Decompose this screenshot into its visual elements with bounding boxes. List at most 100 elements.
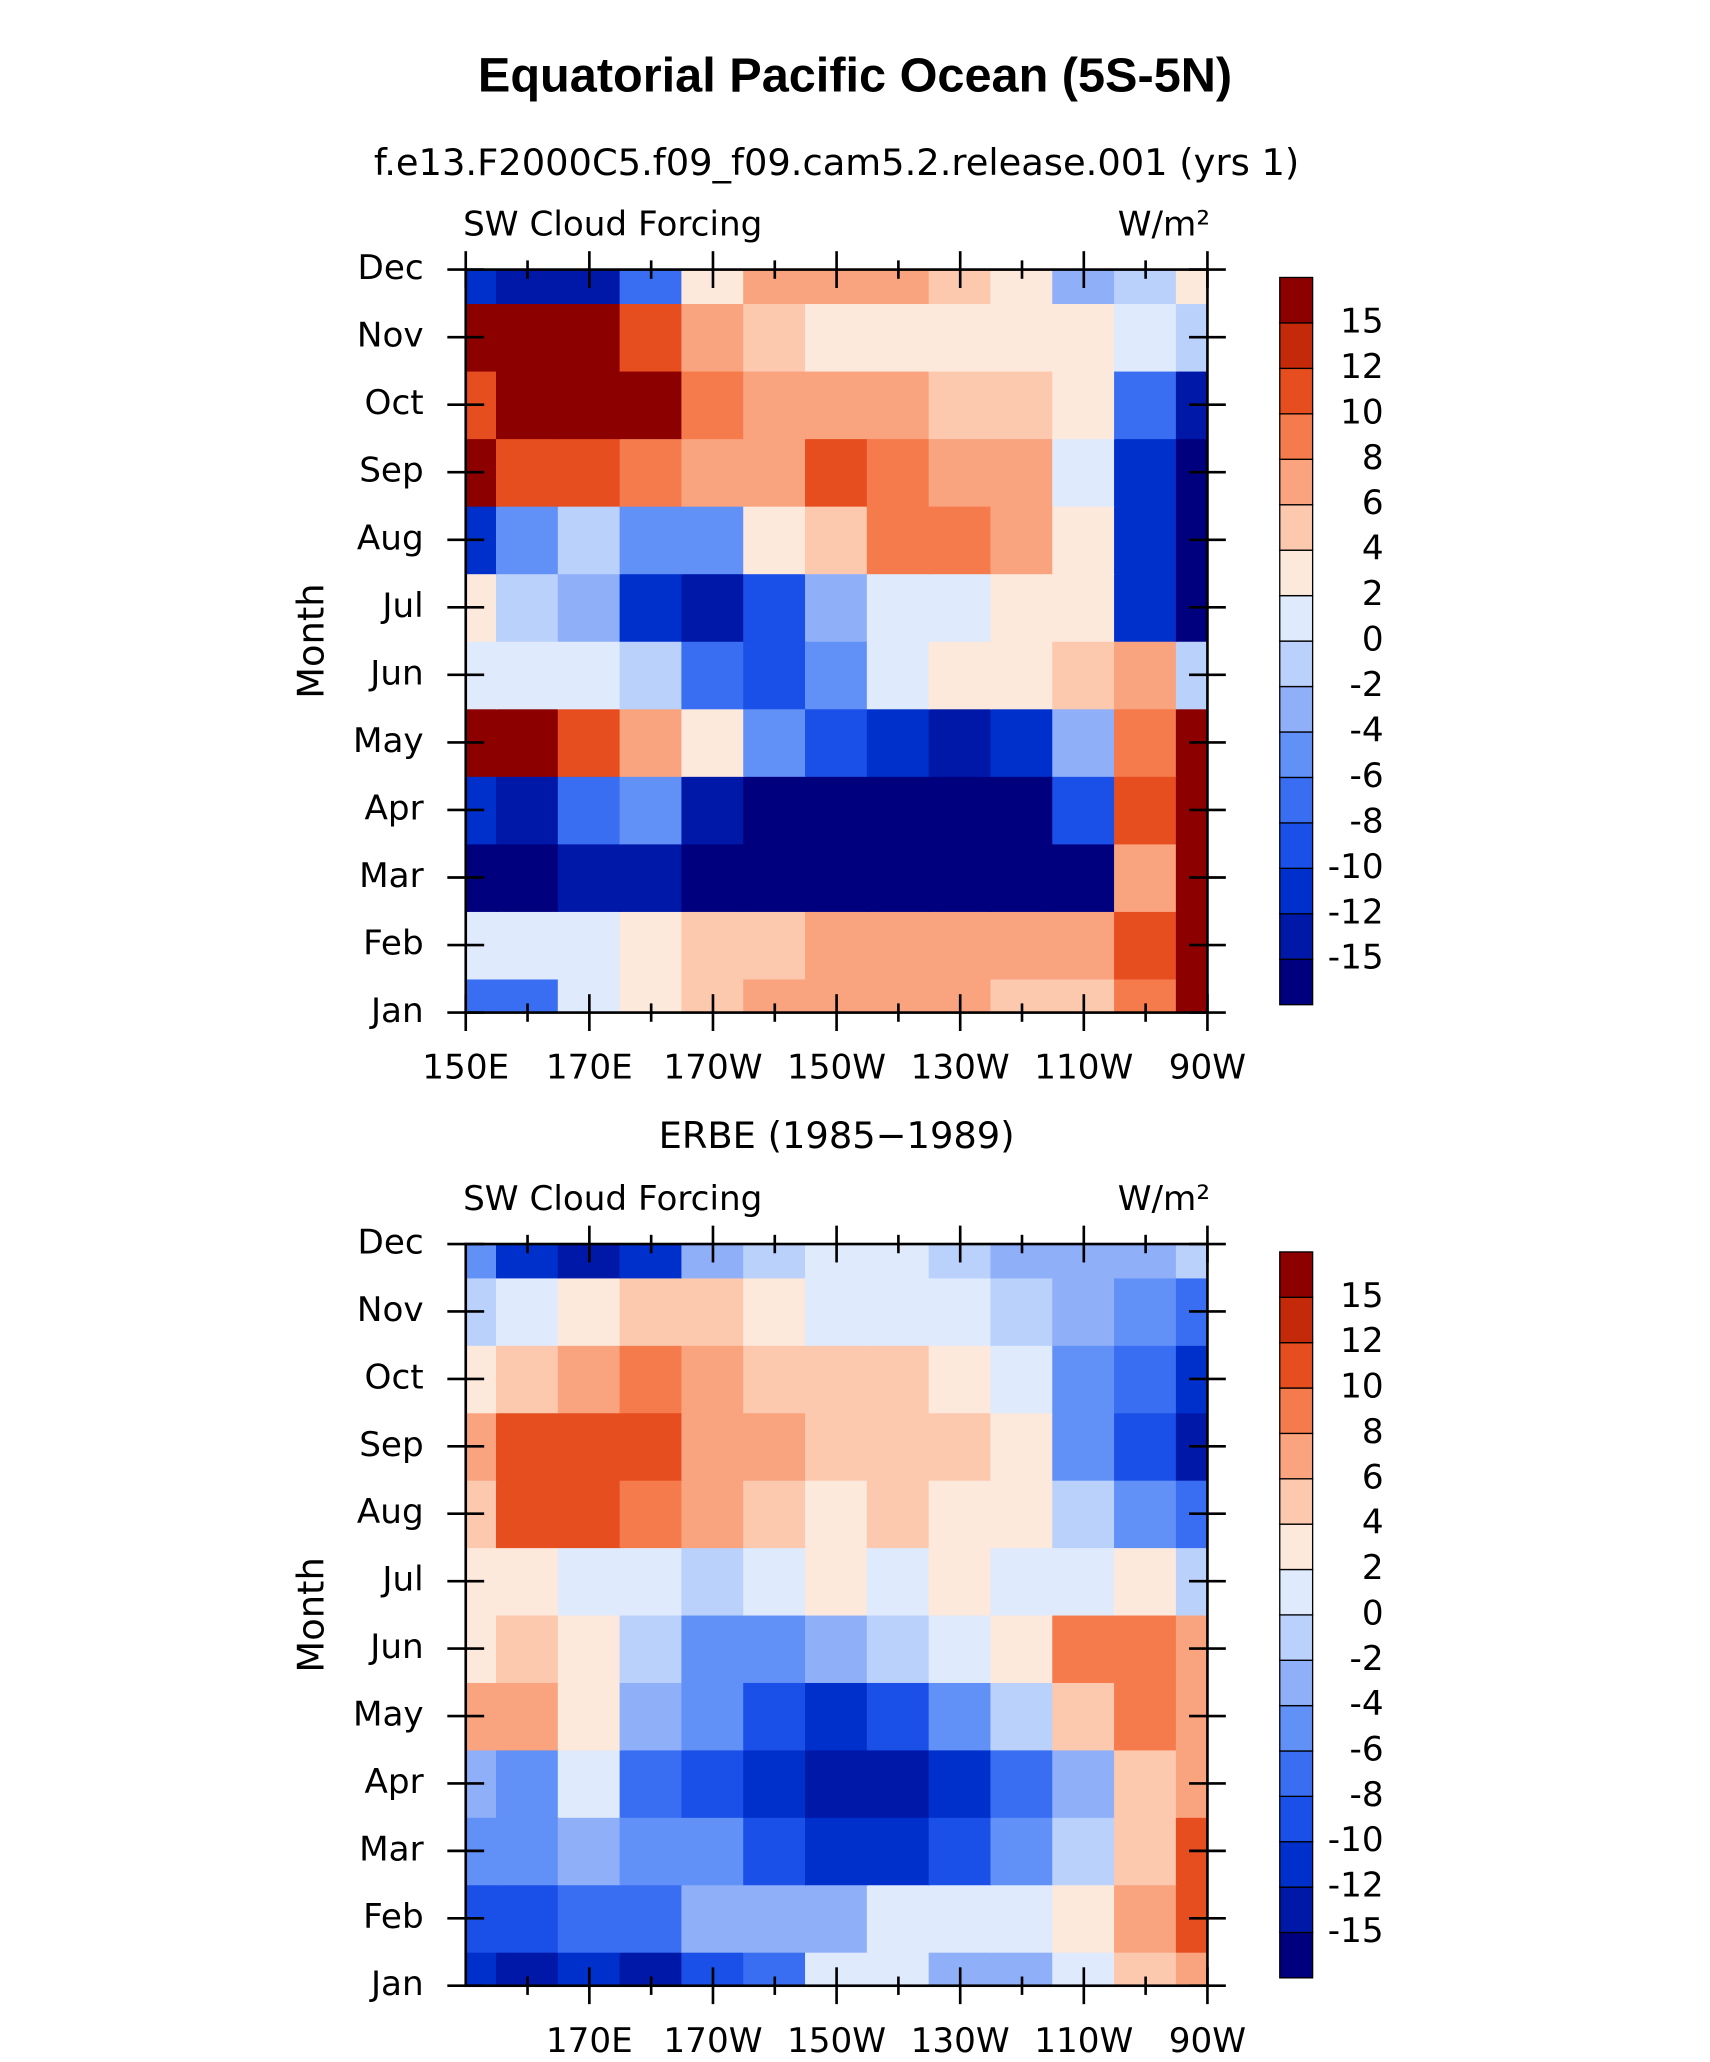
contour-cell xyxy=(990,572,1054,642)
contour-cell xyxy=(495,1749,560,1818)
contour-cell xyxy=(743,505,807,575)
contour-cell xyxy=(619,707,683,777)
contour-cell xyxy=(866,1681,930,1751)
colorbar-box xyxy=(1279,776,1314,824)
contour-cell xyxy=(495,505,560,575)
contour-cell xyxy=(619,1749,683,1818)
contour-cell xyxy=(805,1749,869,1818)
contour-cell xyxy=(866,1816,930,1886)
contour-cell xyxy=(619,572,683,642)
y-tick-label: Oct xyxy=(365,383,424,423)
contour-cell xyxy=(743,1411,807,1481)
contour-cell xyxy=(495,1816,560,1886)
colorbar-box xyxy=(1279,1931,1314,1979)
colorbar-label: -15 xyxy=(1328,938,1384,978)
contour-cell xyxy=(866,775,930,845)
contour-cell xyxy=(557,1479,621,1549)
contour-cell xyxy=(619,437,683,507)
contour-cell xyxy=(928,843,992,912)
contour-cell xyxy=(495,1546,560,1616)
contour-cell xyxy=(1052,1681,1116,1751)
contour-cell xyxy=(805,302,869,372)
contour-cell xyxy=(866,910,930,980)
contour-cell xyxy=(805,1546,869,1616)
contour-cell xyxy=(557,1749,621,1818)
subtitle: f.e13.F2000C5.f09_f09.cam5.2.release.001… xyxy=(374,141,1299,184)
x-tick-label: 170W xyxy=(663,1048,762,1088)
y-tick-label: Sep xyxy=(359,451,423,491)
contour-cell xyxy=(557,1411,621,1481)
contour-cell xyxy=(681,775,745,845)
contour-cell xyxy=(805,843,869,912)
colorbar-label: -10 xyxy=(1328,1820,1384,1860)
contour-cell xyxy=(1052,1479,1116,1549)
contour-cell xyxy=(990,707,1054,777)
contour-cell xyxy=(681,1411,745,1481)
y-tick-label: Nov xyxy=(357,1290,424,1330)
contour-cell xyxy=(1052,1883,1116,1953)
contour-cell xyxy=(743,843,807,912)
contour-cell xyxy=(681,370,745,440)
colorbar-box xyxy=(1279,1568,1314,1616)
colorbar-box xyxy=(1279,1614,1314,1661)
contour-cell xyxy=(495,370,560,440)
contour-cell xyxy=(465,1951,498,1986)
contour-cell xyxy=(990,1277,1054,1346)
contour-cell xyxy=(990,370,1054,440)
contour-cell xyxy=(928,1277,992,1346)
contour-cell xyxy=(990,1749,1054,1818)
y-tick-label: Jun xyxy=(368,653,423,693)
colorbar-label: -10 xyxy=(1328,847,1384,887)
contour-cell xyxy=(681,1681,745,1751)
contour-cell xyxy=(1052,1411,1116,1481)
y-tick-label: Feb xyxy=(363,924,424,964)
contour-cell xyxy=(1114,1816,1178,1886)
contour-cell xyxy=(495,707,560,777)
colorbar-label: 15 xyxy=(1340,301,1384,341)
contour-cell xyxy=(743,1614,807,1683)
contour-cell xyxy=(495,1277,560,1346)
contour-cell xyxy=(1052,1614,1116,1683)
x-tick-label: 130W xyxy=(911,1048,1010,1088)
colorbar-label: -12 xyxy=(1328,1866,1384,1906)
contour-cell xyxy=(557,437,621,507)
contour-cell xyxy=(743,1883,807,1953)
contour-cell xyxy=(619,1546,683,1616)
contour-cell xyxy=(928,572,992,642)
contour-cell xyxy=(495,437,560,507)
colorbar-box xyxy=(1279,1841,1314,1888)
contour-cell xyxy=(1114,505,1178,575)
contour-cell xyxy=(619,1681,683,1751)
colorbar-label: -15 xyxy=(1328,1911,1384,1951)
colorbar-box xyxy=(1279,549,1314,597)
contour-cell xyxy=(1175,1244,1208,1279)
contour-cell xyxy=(1114,1344,1178,1414)
colorbar-box xyxy=(1279,731,1314,779)
contour-cell xyxy=(1052,1546,1116,1616)
colorbar-label: 12 xyxy=(1340,347,1384,387)
contour-cell xyxy=(495,1614,560,1683)
contour-cell xyxy=(1052,775,1116,845)
contour-cell xyxy=(681,505,745,575)
contour-cell xyxy=(1114,1277,1178,1346)
contour-cell xyxy=(805,572,869,642)
contour-cell xyxy=(1114,370,1178,440)
colorbar-box xyxy=(1279,1523,1314,1571)
contour-cell xyxy=(805,505,869,575)
contour-cell xyxy=(681,910,745,980)
contour-cell xyxy=(990,1344,1054,1414)
contour-cell xyxy=(928,1479,992,1549)
x-tick-label: 170W xyxy=(663,2021,762,2061)
colorbar-box xyxy=(1279,594,1314,642)
contour-cell xyxy=(681,707,745,777)
x-tick-label: 150W xyxy=(787,1048,886,1088)
y-tick-label: May xyxy=(353,1695,424,1735)
contour-cell xyxy=(557,1344,621,1414)
colorbar-label: -4 xyxy=(1350,710,1384,750)
contour-cell xyxy=(465,1244,498,1279)
contour-cell xyxy=(928,302,992,372)
colorbar-label: -8 xyxy=(1350,801,1384,841)
contour-cell xyxy=(619,1411,683,1481)
y-tick-label: Mar xyxy=(359,856,424,896)
y-tick-label: Jun xyxy=(368,1627,423,1667)
